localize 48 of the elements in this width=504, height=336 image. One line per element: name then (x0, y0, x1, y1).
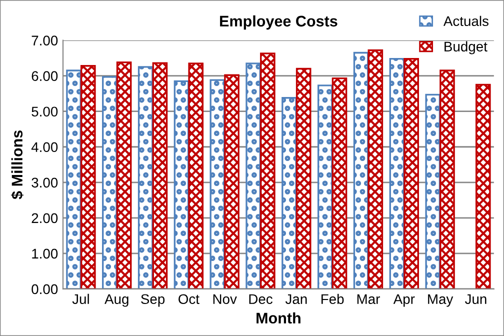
y-tick-label: 4.00 (31, 142, 58, 152)
bar (116, 62, 132, 289)
legend-label: Budget (444, 41, 488, 54)
legend-label: Actuals (443, 16, 488, 26)
bar (224, 74, 240, 289)
y-tick-label: 3.00 (32, 178, 58, 188)
y-tick-label: 6.00 (32, 71, 58, 82)
bar (152, 62, 168, 289)
x-tick-label: Jul (72, 294, 89, 304)
x-tick-label: Dec (249, 294, 272, 304)
y-tick-label: 2.00 (32, 213, 58, 224)
x-tick-label: Jun (464, 294, 486, 304)
x-axis-title: Month (256, 312, 300, 324)
bar (368, 49, 384, 289)
bar (260, 52, 276, 289)
y-tick-label: 7.00 (32, 36, 58, 46)
bar (353, 52, 369, 289)
y-axis-title: $ Millions (11, 130, 24, 200)
y-tick-label: 5.00 (32, 106, 58, 117)
x-tick-label: Aug (104, 294, 128, 307)
y-tick-label: 0.00 (32, 284, 58, 294)
x-tick-label: Apr (393, 294, 415, 307)
bar (246, 62, 261, 289)
x-tick-label: Nov (213, 294, 237, 304)
bar (475, 84, 491, 289)
bar (296, 68, 312, 289)
x-tick-label: May (428, 294, 454, 307)
bar (332, 77, 348, 289)
bar (102, 76, 118, 289)
bar (80, 65, 96, 289)
x-tick-label: Sep (141, 294, 165, 307)
bar (188, 62, 204, 289)
bar (66, 70, 82, 289)
bar (425, 94, 441, 289)
bar (282, 97, 297, 289)
x-tick-label: Feb (322, 294, 344, 304)
bar (317, 84, 333, 289)
x-tick-label: Jan (285, 294, 307, 304)
chart-title: Employee Costs (220, 15, 338, 30)
bar (210, 79, 226, 289)
bar (174, 80, 190, 289)
bar (138, 66, 154, 289)
bar (440, 70, 455, 289)
bar (404, 58, 419, 289)
y-tick-label: 1.00 (32, 248, 58, 259)
x-tick-label: Mar (357, 294, 380, 304)
bar (389, 58, 405, 289)
x-tick-label: Oct (178, 294, 200, 304)
